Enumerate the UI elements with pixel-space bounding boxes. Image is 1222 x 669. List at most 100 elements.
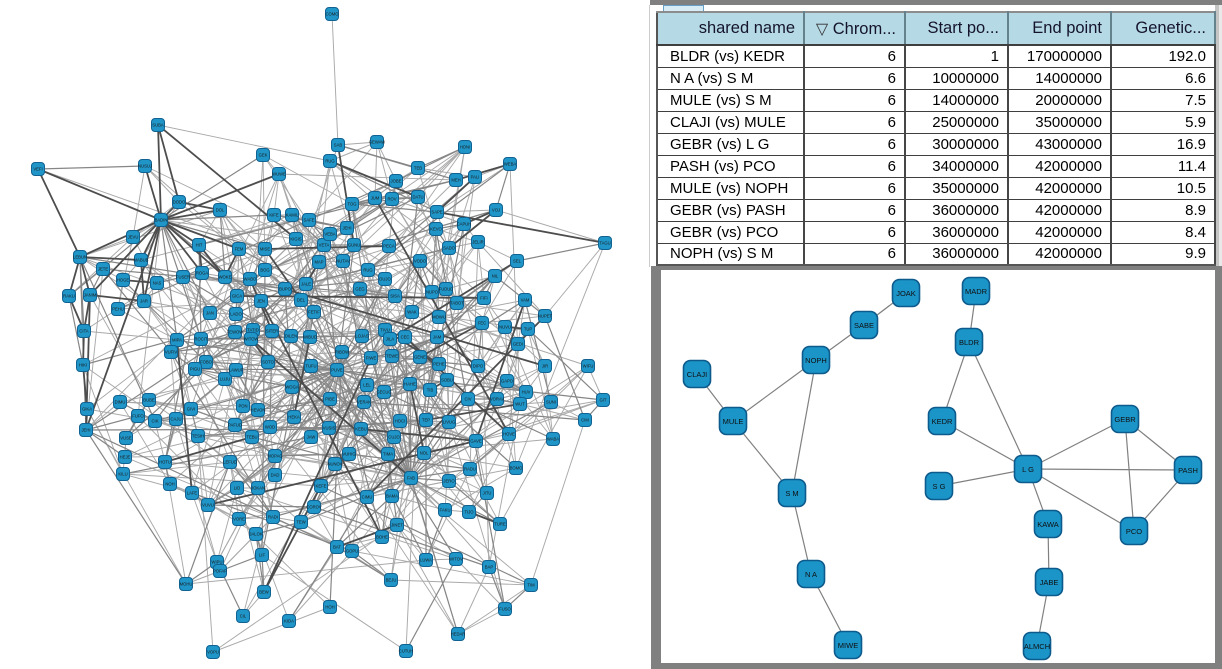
svg-text:FEC: FEC [478, 321, 486, 326]
svg-text:MADR: MADR [965, 287, 988, 296]
svg-text:HEVON: HEVON [251, 408, 266, 413]
svg-text:MIWE: MIWE [838, 641, 858, 650]
svg-text:TESIH: TESIH [192, 434, 204, 439]
svg-text:JALOK: JALOK [249, 532, 262, 537]
svg-text:PASH: PASH [1178, 466, 1198, 475]
svg-text:TEB: TEB [414, 166, 422, 171]
svg-text:LAWUF: LAWUF [229, 368, 244, 373]
svg-text:GEWAW: GEWAW [369, 140, 385, 145]
svg-text:KEDR: KEDR [932, 417, 953, 426]
svg-text:BEJU: BEJU [386, 578, 397, 583]
svg-text:N A: N A [805, 570, 817, 579]
svg-text:MOPAG: MOPAG [267, 454, 282, 459]
svg-text:MEH: MEH [451, 178, 460, 183]
svg-text:CAPUH: CAPUH [457, 222, 472, 227]
svg-text:FETIF: FETIF [308, 310, 320, 315]
svg-text:FIWE: FIWE [366, 356, 377, 361]
svg-text:HONI: HONI [460, 145, 470, 150]
svg-text:DEL: DEL [297, 298, 306, 303]
svg-text:SAFE: SAFE [304, 218, 315, 223]
svg-text:SUBA: SUBA [152, 123, 164, 128]
svg-text:FEWOW: FEWOW [227, 330, 244, 335]
svg-text:LUWA: LUWA [420, 558, 432, 563]
svg-text:BUPO: BUPO [279, 287, 292, 292]
svg-text:NIL: NIL [492, 274, 499, 279]
svg-text:VUSE: VUSE [120, 436, 132, 441]
svg-text:DATU: DATU [412, 195, 423, 200]
svg-text:TAGU: TAGU [599, 241, 610, 246]
svg-text:SOTO: SOTO [262, 360, 275, 365]
svg-text:HEJE: HEJE [120, 455, 131, 460]
svg-text:HOCI: HOCI [395, 419, 405, 424]
svg-text:PIBE: PIBE [325, 397, 335, 402]
svg-text:TUP: TUP [524, 327, 533, 332]
svg-text:MISE: MISE [260, 247, 270, 252]
svg-text:JEVU: JEVU [128, 235, 139, 240]
svg-text:BLDR: BLDR [959, 338, 980, 347]
svg-text:WIFU: WIFU [583, 364, 594, 369]
svg-text:JEHI: JEHI [342, 226, 351, 231]
svg-text:DAD: DAD [271, 473, 280, 478]
svg-text:NOH: NOH [165, 482, 174, 487]
svg-text:CEC: CEC [401, 335, 410, 340]
svg-text:TEW: TEW [296, 520, 305, 525]
svg-text:NUTAV: NUTAV [336, 259, 350, 264]
svg-text:PCO: PCO [1126, 527, 1142, 536]
svg-text:KAWA: KAWA [1037, 520, 1059, 529]
svg-text:RADU: RADU [464, 467, 476, 472]
svg-text:KAMIL: KAMIL [286, 213, 299, 218]
svg-text:MABUB: MABUB [134, 258, 149, 263]
svg-text:LADO: LADO [230, 312, 242, 317]
svg-text:NOPH: NOPH [805, 356, 827, 365]
svg-text:CIMU: CIMU [362, 495, 373, 500]
svg-text:DOL: DOL [216, 208, 225, 213]
svg-text:GAPO: GAPO [501, 379, 514, 384]
svg-text:PUVE: PUVE [331, 368, 343, 373]
svg-text:WOD: WOD [265, 425, 275, 430]
svg-text:RUG: RUG [363, 268, 372, 273]
svg-text:VUVU: VUVU [202, 503, 214, 508]
svg-text:POFAP: POFAP [213, 569, 227, 574]
svg-text:JAR: JAR [140, 299, 148, 304]
svg-text:LID: LID [234, 486, 241, 491]
svg-text:SUNI: SUNI [546, 400, 556, 405]
svg-text:LAFE: LAFE [187, 491, 198, 496]
svg-text:WABO: WABO [244, 277, 257, 282]
svg-text:PEHU: PEHU [112, 307, 124, 312]
svg-text:JAN: JAN [206, 311, 214, 316]
svg-text:RADI: RADI [268, 515, 278, 520]
svg-text:VUHIG: VUHIG [342, 452, 355, 457]
svg-text:JERO: JERO [443, 479, 455, 484]
svg-text:NUPO: NUPO [426, 290, 439, 295]
svg-text:TEP: TEP [422, 418, 430, 423]
svg-text:LEBUN: LEBUN [73, 255, 87, 260]
svg-text:KILU: KILU [118, 472, 127, 477]
svg-text:GECUG: GECUG [376, 390, 391, 395]
svg-text:TATID: TATID [247, 328, 258, 333]
svg-text:WOKE: WOKE [219, 275, 232, 280]
svg-text:CIM: CIM [581, 418, 589, 423]
svg-text:CLAJI: CLAJI [687, 370, 707, 379]
svg-text:TOG: TOG [348, 202, 357, 207]
svg-text:JITU: JITU [483, 491, 492, 496]
svg-text:GEG: GEG [355, 287, 364, 292]
svg-text:WIBUD: WIBUD [303, 335, 317, 340]
svg-text:PIGU: PIGU [190, 367, 200, 372]
svg-text:TIM: TIM [527, 583, 535, 588]
svg-text:BAT: BAT [333, 545, 341, 550]
svg-text:GUNU: GUNU [348, 243, 360, 248]
svg-text:PECA: PECA [383, 244, 395, 249]
svg-text:LEL: LEL [363, 383, 371, 388]
svg-text:BAP: BAP [485, 565, 494, 570]
svg-text:VEFI: VEFI [33, 167, 42, 172]
svg-text:DUJO: DUJO [379, 277, 391, 282]
svg-text:CITA: CITA [79, 329, 88, 334]
svg-text:GEK: GEK [259, 153, 268, 158]
svg-text:MIPA: MIPA [172, 338, 182, 343]
svg-text:NUSUJ: NUSUJ [138, 164, 152, 169]
svg-text:PEHE: PEHE [433, 362, 445, 367]
svg-text:NOL: NOL [420, 451, 429, 456]
svg-text:VEBA: VEBA [324, 232, 335, 237]
svg-text:COMO: COMO [325, 12, 339, 17]
svg-text:GIT: GIT [600, 398, 607, 403]
